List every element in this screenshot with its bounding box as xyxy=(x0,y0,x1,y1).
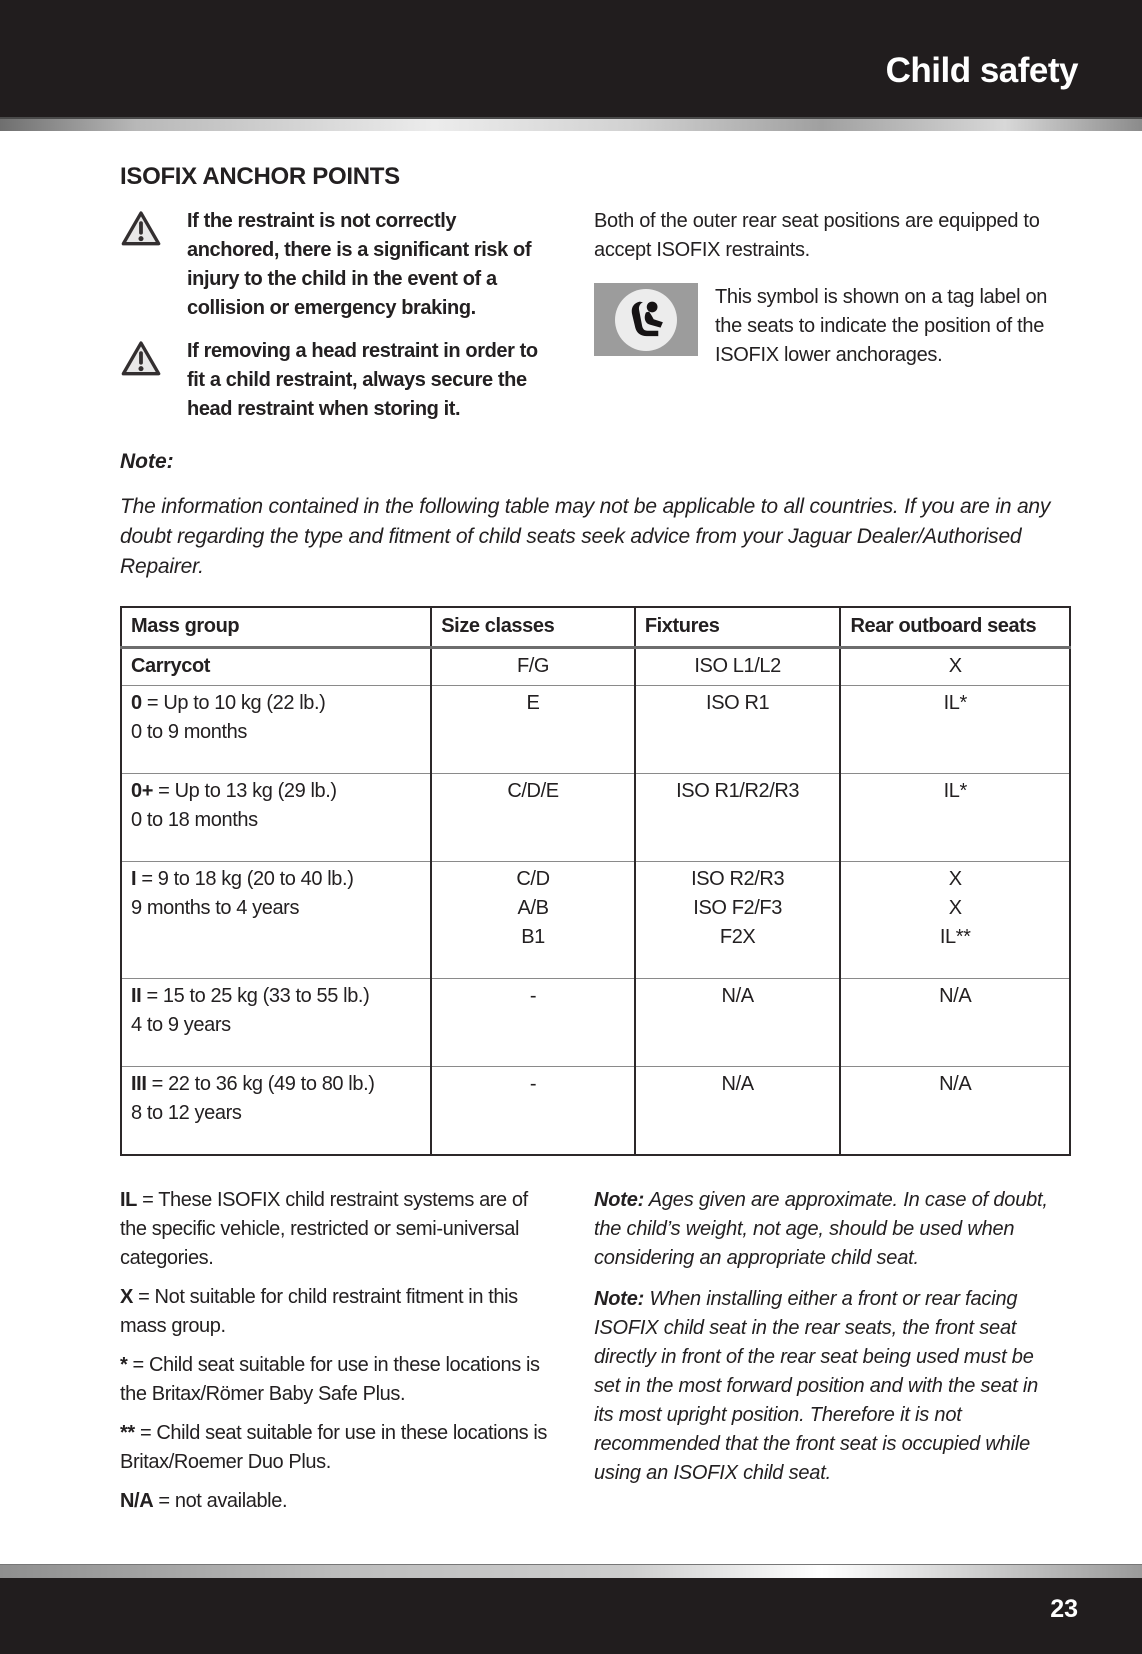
intro-columns: If the restraint is not correctly anchor… xyxy=(120,207,1078,438)
symbol-caption: This symbol is shown on a tag label on t… xyxy=(715,286,1048,366)
header-divider-strip xyxy=(0,117,1142,131)
section-title: ISOFIX ANCHOR POINTS xyxy=(120,163,400,190)
column-header-rear-outboard-seats: Rear outboard seats xyxy=(839,607,1070,649)
mass-group-cell: II = 15 to 25 kg (33 to 55 lb.) 4 to 9 ye… xyxy=(119,978,432,1067)
legend-item: IL = These ISOFIX child restraint system… xyxy=(120,1189,528,1269)
rear-outboard-cell: N/A xyxy=(839,978,1070,1067)
page-content: ISOFIX ANCHOR POINTS If the restraint is… xyxy=(0,131,1142,1526)
column-header-mass-group: Mass group xyxy=(119,607,432,649)
isofix-child-seat-icon xyxy=(615,288,677,351)
fixtures-cell: N/A xyxy=(633,978,841,1067)
legend-column: IL = These ISOFIX child restraint system… xyxy=(120,1186,548,1526)
fixtures-cell: ISO R1 xyxy=(633,685,841,774)
isofix-intro-text: Both of the outer rear seat positions ar… xyxy=(594,210,1040,261)
isofix-fitment-table: Mass group Size classes Fixtures Rear ou… xyxy=(119,606,1071,1156)
warning-text: If the restraint is not correctly anchor… xyxy=(187,210,532,319)
page-header: Child safety xyxy=(0,0,1142,117)
fixtures-cell: N/A xyxy=(633,1066,841,1155)
rear-outboard-cell: IL* xyxy=(839,773,1070,862)
note-item: Note: Ages given are approximate. In cas… xyxy=(594,1189,1048,1269)
table-row: III = 22 to 36 kg (49 to 80 lb.) 8 to 12 … xyxy=(119,1066,1070,1155)
legend-item: X = Not suitable for child restraint fit… xyxy=(120,1286,518,1337)
mass-group-cell: I = 9 to 18 kg (20 to 40 lb.) 9 months to… xyxy=(119,861,432,979)
size-classes-cell: - xyxy=(430,1066,635,1155)
fixtures-cell: ISO R1/R2/R3 xyxy=(633,773,841,862)
table-header-row: Mass group Size classes Fixtures Rear ou… xyxy=(119,607,1070,649)
footnotes-section: IL = These ISOFIX child restraint system… xyxy=(120,1186,1078,1526)
warning-block: If the restraint is not correctly anchor… xyxy=(120,207,548,323)
mass-group-cell: Carrycot xyxy=(119,647,432,686)
page-number: 23 xyxy=(1050,1594,1078,1623)
warning-triangle-icon xyxy=(120,207,162,323)
legend-item: N/A = not available. xyxy=(120,1490,288,1512)
table-row: 0+ = Up to 13 kg (29 lb.) 0 to 18 months … xyxy=(119,773,1070,862)
symbol-panel xyxy=(594,283,698,356)
table-row: Carrycot F/G ISO L1/L2 X xyxy=(119,647,1070,686)
warning-triangle-icon xyxy=(120,337,162,424)
legend-item: * = Child seat suitable for use in these… xyxy=(120,1354,540,1405)
table-row: 0 = Up to 10 kg (22 lb.) 0 to 9 months E … xyxy=(119,685,1070,774)
size-classes-cell: C/D A/B B1 xyxy=(430,861,635,979)
size-classes-cell: - xyxy=(430,978,635,1067)
legend-item: ** = Child seat suitable for use in thes… xyxy=(120,1422,547,1473)
size-classes-cell: E xyxy=(430,685,635,774)
note-label: Note: xyxy=(120,450,174,473)
rear-outboard-cell: N/A xyxy=(839,1066,1070,1155)
footer-bar: 23 xyxy=(0,1578,1142,1654)
mass-group-cell: 0 = Up to 10 kg (22 lb.) 0 to 9 months xyxy=(119,685,432,774)
warnings-column: If the restraint is not correctly anchor… xyxy=(120,207,548,438)
page-title: Child safety xyxy=(885,50,1079,90)
notes-column: Note: Ages given are approximate. In cas… xyxy=(594,1186,1054,1526)
footer-divider-strip xyxy=(0,1564,1142,1578)
warning-text: If removing a head restraint in order to… xyxy=(187,340,538,420)
warning-block: If removing a head restraint in order to… xyxy=(120,337,548,424)
column-header-fixtures: Fixtures xyxy=(633,607,841,649)
table-row: II = 15 to 25 kg (33 to 55 lb.) 4 to 9 ye… xyxy=(119,978,1070,1067)
size-classes-cell: F/G xyxy=(430,647,635,686)
rear-outboard-cell: X X IL** xyxy=(839,861,1070,979)
fixtures-cell: ISO R2/R3 ISO F2/F3 F2X xyxy=(633,861,841,979)
rear-outboard-cell: X xyxy=(839,647,1070,686)
column-header-size-classes: Size classes xyxy=(430,607,635,649)
size-classes-cell: C/D/E xyxy=(430,773,635,862)
symbol-row: This symbol is shown on a tag label on t… xyxy=(594,283,1054,370)
note-paragraph: The information contained in the followi… xyxy=(120,495,1051,578)
note-item: Note: When installing either a front or … xyxy=(594,1288,1039,1484)
table-row: I = 9 to 18 kg (20 to 40 lb.) 9 months to… xyxy=(119,861,1070,979)
page-footer: 23 xyxy=(0,1564,1142,1654)
fixtures-cell: ISO L1/L2 xyxy=(633,647,841,686)
isofix-info-column: Both of the outer rear seat positions ar… xyxy=(594,207,1054,438)
rear-outboard-cell: IL* xyxy=(839,685,1070,774)
mass-group-cell: 0+ = Up to 13 kg (29 lb.) 0 to 18 months xyxy=(119,773,432,862)
mass-group-cell: III = 22 to 36 kg (49 to 80 lb.) 8 to 12 … xyxy=(119,1066,432,1155)
